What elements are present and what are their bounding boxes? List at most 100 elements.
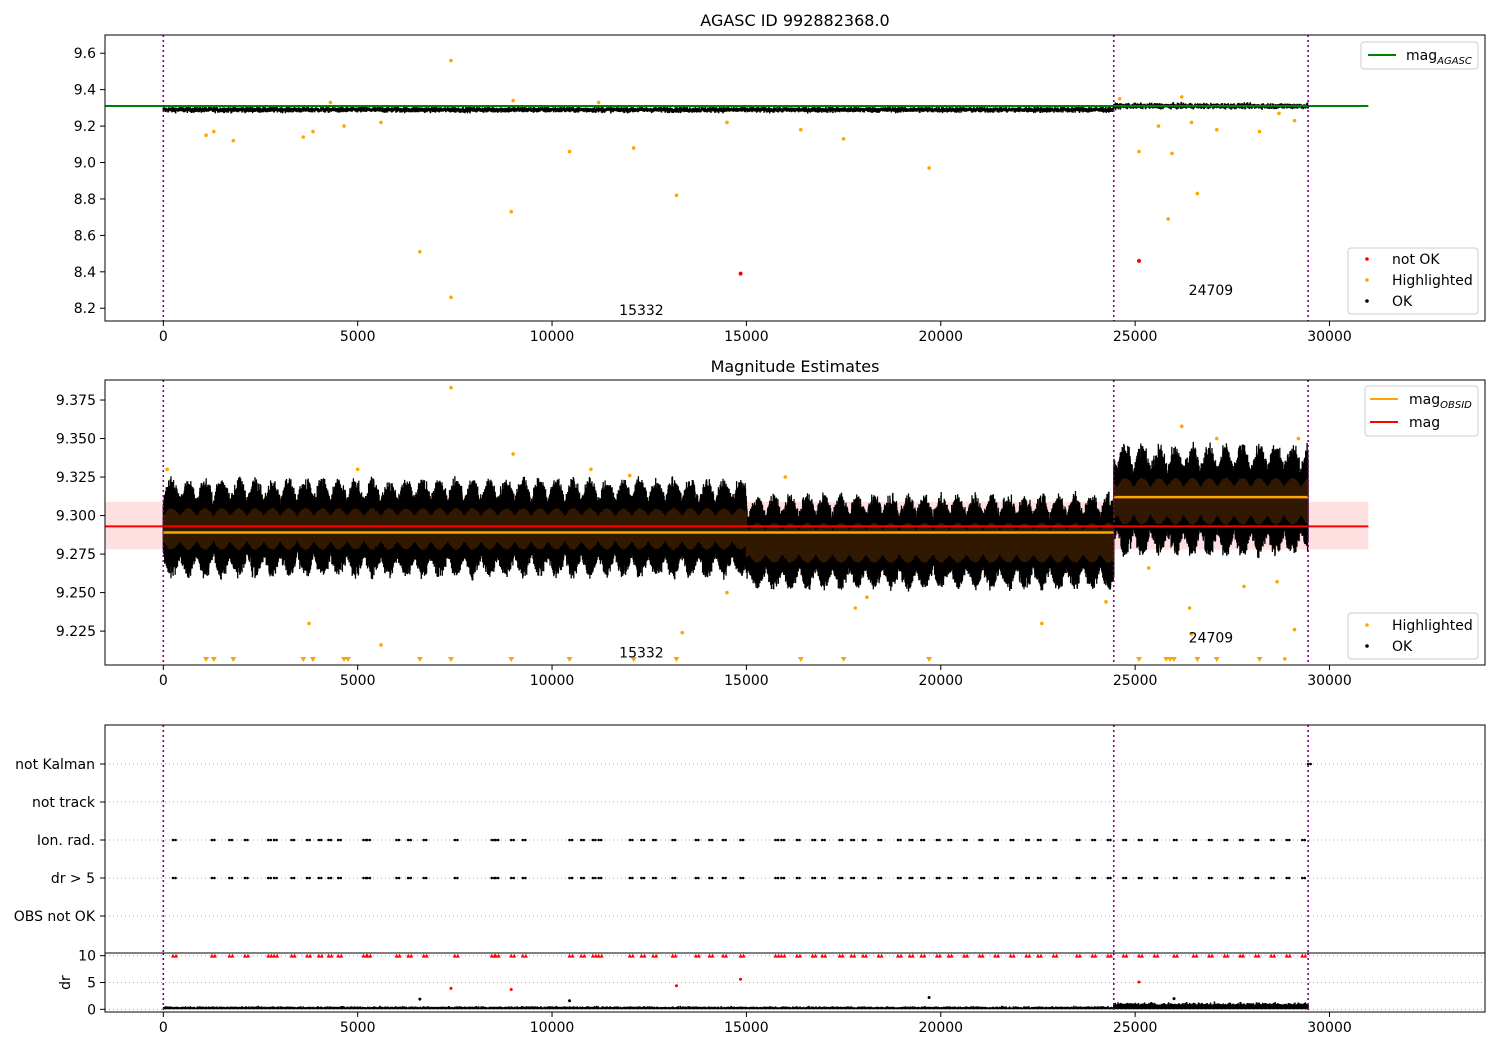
- flag-point: [741, 876, 745, 880]
- middle-highlighted-point: [165, 467, 169, 472]
- flag-point: [823, 838, 827, 842]
- dr-outlier-point: [418, 997, 422, 1001]
- dr-capped-marker: [1225, 953, 1230, 958]
- dr-capped-marker: [1191, 953, 1196, 958]
- flag-point: [852, 876, 856, 880]
- flag-point: [780, 838, 783, 842]
- flag-point: [456, 838, 459, 842]
- dr-capped-marker: [1011, 953, 1016, 958]
- flag-point: [896, 876, 900, 880]
- flag-point: [1137, 876, 1141, 880]
- flag-point: [820, 838, 824, 842]
- middle-highlighted-point: [379, 643, 383, 647]
- flag-point: [174, 838, 177, 842]
- flag-point: [317, 876, 321, 880]
- dr-capped-marker: [599, 953, 604, 958]
- dr-xtick-label: 30000: [1307, 1020, 1352, 1036]
- flag-point: [1210, 838, 1213, 842]
- legend-highlighted-marker: [1365, 278, 1369, 282]
- flag-point: [568, 876, 571, 880]
- dr-capped-marker: [1105, 953, 1110, 958]
- dr-capped-marker: [1077, 953, 1082, 958]
- top-panel-plot: [105, 35, 1369, 321]
- flag-point: [228, 876, 231, 880]
- dr-capped-marker: [1241, 953, 1246, 958]
- dr-capped-marker: [1207, 953, 1211, 958]
- middle-ytick-label: 9.275: [56, 547, 96, 563]
- flag-point: [654, 876, 657, 880]
- flag-point: [1285, 838, 1289, 842]
- flag-point: [368, 838, 372, 842]
- legend-mag-agasc-label: magAGASC: [1406, 48, 1472, 67]
- top-highlighted-point: [567, 149, 572, 154]
- top-highlighted-point: [1166, 217, 1170, 221]
- dr-capped-marker: [965, 953, 970, 958]
- middle-highlighted-point: [1242, 584, 1246, 589]
- middle-clipped-marker: [508, 657, 515, 662]
- legend-not-ok-marker: [1365, 257, 1369, 261]
- flag-point: [823, 876, 827, 880]
- flag-point: [879, 838, 883, 842]
- dr-ytick-label: 5: [87, 976, 96, 992]
- dr-capped-marker: [292, 953, 297, 958]
- flag-point: [524, 838, 527, 842]
- dr-capped-marker: [489, 953, 494, 958]
- flag-point: [922, 876, 926, 880]
- flag-point: [496, 838, 500, 842]
- dr-capped-marker: [922, 953, 927, 958]
- flag-point: [1091, 876, 1094, 880]
- flag-category-label: not track: [32, 795, 96, 811]
- top-legend-line-box: [1360, 41, 1479, 70]
- dr-capped-marker: [907, 953, 912, 958]
- flag-point: [1192, 876, 1195, 880]
- dr-capped-marker: [582, 953, 587, 958]
- flag-point: [1225, 838, 1229, 842]
- flag-point: [1039, 838, 1042, 842]
- flag-point: [1155, 838, 1159, 842]
- flag-point: [317, 838, 321, 842]
- flag-point: [1272, 876, 1275, 880]
- flag-point: [1078, 876, 1081, 880]
- flag-point: [642, 838, 646, 842]
- flag-point: [292, 876, 296, 880]
- flag-point: [275, 876, 278, 880]
- flag-point: [362, 876, 365, 880]
- flag-point: [320, 876, 323, 880]
- legend-not-ok-label: not OK: [1392, 252, 1440, 268]
- flag-point: [962, 838, 966, 842]
- flag-point: [395, 838, 398, 842]
- middle-xtick-label: 25000: [1113, 673, 1158, 689]
- flag-point: [1172, 838, 1176, 842]
- middle-clipped-marker: [566, 657, 573, 662]
- top-highlighted-point: [1195, 191, 1200, 196]
- dr-xtick-label: 25000: [1113, 1020, 1158, 1036]
- top-highlighted-point: [204, 133, 208, 137]
- flag-point: [980, 876, 984, 880]
- flag-point: [640, 876, 643, 880]
- dr-capped-marker: [794, 953, 799, 958]
- flag-point: [1011, 876, 1015, 880]
- flag-point: [1153, 838, 1156, 842]
- top-ytick-label: 8.6: [74, 228, 96, 244]
- flag-point: [1210, 876, 1213, 880]
- flag-point: [811, 876, 814, 880]
- dr-outlier-red-point: [1137, 980, 1141, 984]
- flag-point: [1054, 838, 1058, 842]
- middle-highlighted-point: [1179, 424, 1184, 429]
- middle-ytick-label: 9.250: [56, 586, 96, 602]
- flag-point: [1272, 838, 1275, 842]
- dr-capped-marker: [1269, 953, 1274, 958]
- flag-point: [780, 876, 783, 880]
- flag-point: [962, 876, 966, 880]
- flag-point: [329, 838, 333, 842]
- flag-point: [579, 876, 583, 880]
- flag-point: [630, 876, 634, 880]
- dr-capped-marker: [212, 953, 217, 958]
- flag-point: [782, 838, 786, 842]
- flag-point: [424, 876, 428, 880]
- flag-point: [171, 876, 175, 880]
- middle-highlighted-point: [1146, 566, 1151, 570]
- flag-point: [409, 838, 413, 842]
- dr-ytick-label: 0: [87, 1002, 96, 1018]
- top-ytick-label: 8.8: [74, 192, 96, 208]
